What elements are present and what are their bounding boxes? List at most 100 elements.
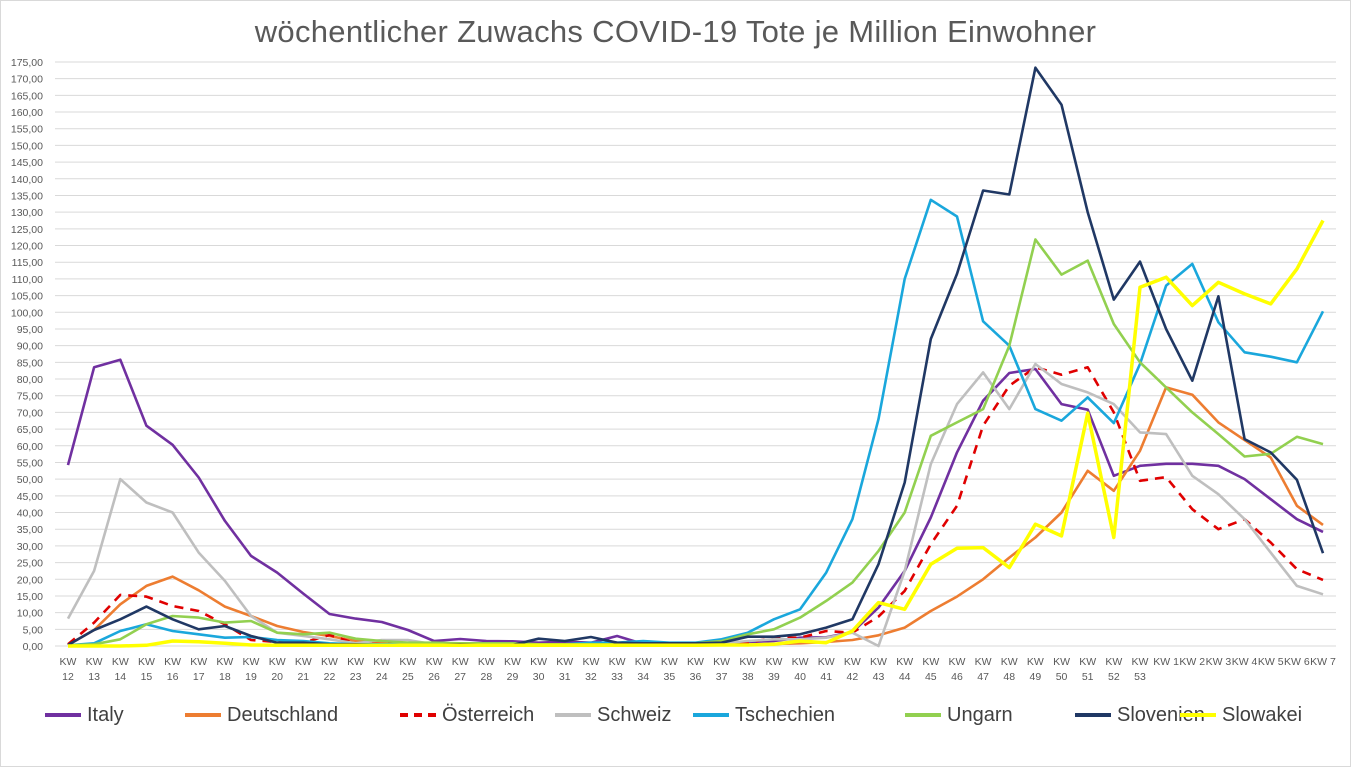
x-tick-label: KW 26 bbox=[426, 656, 443, 683]
legend-item: Österreich bbox=[400, 702, 534, 728]
x-tick-label: KW 36 bbox=[687, 656, 704, 683]
series-line-ungarn bbox=[67, 238, 1324, 647]
x-tick-label: KW 28 bbox=[478, 656, 495, 683]
legend-swatch bbox=[185, 713, 221, 717]
y-tick-label: 100,00 bbox=[11, 307, 43, 319]
y-tick-label: 35,00 bbox=[17, 524, 43, 536]
legend-item: Schweiz bbox=[555, 702, 671, 728]
x-tick-label: KW 39 bbox=[765, 656, 782, 683]
series-line-slowakei bbox=[68, 219, 1325, 648]
y-tick-label: 45,00 bbox=[17, 491, 43, 503]
legend-label: Italy bbox=[87, 703, 124, 726]
x-tick-label: KW 6 bbox=[1284, 656, 1310, 668]
x-axis: KW 12 KW 13 KW 14 KW 15 KW 16 KW 17 KW 18 KW 19 KW 20 KW 21… bbox=[60, 656, 1336, 683]
y-tick-label: 40,00 bbox=[17, 508, 43, 520]
x-tick-label: KW 18 bbox=[216, 656, 233, 683]
y-tick-label: 95,00 bbox=[17, 324, 43, 336]
legend-item: Slowakei bbox=[1180, 702, 1302, 728]
x-tick-label: KW 34 bbox=[635, 656, 652, 683]
x-tick-label: KW 1 bbox=[1153, 656, 1179, 668]
series-line-tschechien bbox=[67, 198, 1325, 647]
y-tick-label: 5,00 bbox=[23, 624, 44, 636]
y-tick-label: 65,00 bbox=[17, 424, 43, 436]
legend-swatch bbox=[1180, 713, 1216, 717]
legend-label: Slowakei bbox=[1222, 703, 1303, 726]
x-tick-label: KW 32 bbox=[582, 656, 599, 683]
x-tick-label: KW 22 bbox=[321, 656, 338, 683]
y-tick-label: 90,00 bbox=[17, 341, 43, 353]
x-tick-label: KW 37 bbox=[713, 656, 730, 683]
y-axis: 0,00 5,00 10,00 15,00 20,00 25,00 30,00 35,00 40… bbox=[11, 57, 43, 653]
x-tick-label: KW 51 bbox=[1079, 656, 1096, 683]
y-tick-label: 55,00 bbox=[17, 457, 43, 469]
chart-title: wöchentlicher Zuwachs COVID-19 Tote je M… bbox=[254, 14, 1097, 49]
y-tick-label: 85,00 bbox=[17, 357, 43, 369]
x-tick-label: KW 29 bbox=[504, 656, 521, 683]
y-tick-label: 25,00 bbox=[17, 558, 43, 570]
x-tick-label: KW 45 bbox=[922, 656, 939, 683]
legend-label: Schweiz bbox=[597, 703, 672, 726]
x-tick-label: KW 21 bbox=[295, 656, 312, 683]
x-tick-label: KW 24 bbox=[373, 656, 390, 683]
x-tick-label: KW 47 bbox=[975, 656, 992, 683]
y-tick-label: 145,00 bbox=[11, 157, 43, 169]
legend-swatch bbox=[45, 713, 81, 717]
legend-label: Slovenien bbox=[1117, 703, 1205, 726]
y-tick-label: 175,00 bbox=[11, 57, 43, 69]
y-tick-label: 20,00 bbox=[17, 574, 43, 586]
legend-item: Deutschland bbox=[185, 702, 338, 728]
legend-swatch bbox=[400, 713, 436, 717]
y-tick-label: 155,00 bbox=[11, 124, 43, 136]
x-tick-label: KW 16 bbox=[164, 656, 181, 683]
y-tick-label: 105,00 bbox=[11, 291, 43, 303]
x-tick-label: KW 20 bbox=[269, 656, 286, 683]
x-tick-label: KW 50 bbox=[1053, 656, 1070, 683]
y-tick-label: 30,00 bbox=[17, 541, 43, 553]
y-tick-label: 60,00 bbox=[17, 441, 43, 453]
y-tick-label: 165,00 bbox=[11, 90, 43, 102]
x-tick-label: KW 38 bbox=[739, 656, 756, 683]
x-tick-label: KW 12 bbox=[60, 656, 77, 683]
legend-label: Tschechien bbox=[735, 703, 836, 726]
gridlines bbox=[55, 61, 1336, 647]
x-tick-label: KW 30 bbox=[530, 656, 547, 683]
x-tick-label: KW 41 bbox=[818, 656, 835, 683]
x-tick-label: KW 4 bbox=[1232, 656, 1258, 668]
series-line-slovenien bbox=[67, 66, 1325, 647]
x-tick-label: KW 46 bbox=[948, 656, 965, 683]
x-tick-label: KW 31 bbox=[556, 656, 573, 683]
y-tick-label: 160,00 bbox=[11, 107, 43, 119]
y-tick-label: 80,00 bbox=[17, 374, 43, 386]
y-tick-label: 150,00 bbox=[11, 140, 43, 152]
y-tick-label: 15,00 bbox=[17, 591, 43, 603]
series-lines bbox=[66, 66, 1325, 648]
x-tick-label: KW 7 bbox=[1310, 656, 1336, 668]
y-tick-label: 140,00 bbox=[11, 174, 43, 186]
x-tick-label: KW 40 bbox=[792, 656, 809, 683]
x-tick-label: KW 48 bbox=[1001, 656, 1018, 683]
x-tick-label: KW 3 bbox=[1206, 656, 1232, 668]
y-tick-label: 125,00 bbox=[11, 224, 43, 236]
legend-item: Slovenien bbox=[1075, 702, 1205, 728]
y-tick-label: 70,00 bbox=[17, 407, 43, 419]
x-tick-label: KW 52 bbox=[1105, 656, 1122, 683]
y-tick-label: 50,00 bbox=[17, 474, 43, 486]
x-tick-label: KW 35 bbox=[661, 656, 678, 683]
legend-swatch bbox=[1075, 713, 1111, 717]
legend-swatch bbox=[555, 713, 591, 717]
x-tick-label: KW 43 bbox=[870, 656, 887, 683]
legend-label: Ungarn bbox=[947, 703, 1013, 726]
y-tick-label: 0,00 bbox=[23, 641, 44, 653]
x-tick-label: KW 33 bbox=[609, 656, 626, 683]
series-line-schweiz bbox=[66, 362, 1324, 648]
y-tick-label: 75,00 bbox=[17, 391, 43, 403]
x-tick-label: KW 2 bbox=[1179, 656, 1205, 668]
series-line-sterreich bbox=[67, 365, 1324, 647]
legend-item: Italy bbox=[45, 702, 124, 728]
x-tick-label: KW 14 bbox=[112, 656, 129, 683]
x-tick-label: KW 53 bbox=[1132, 656, 1149, 683]
x-tick-label: KW 25 bbox=[399, 656, 416, 683]
x-tick-label: KW 44 bbox=[896, 656, 913, 683]
